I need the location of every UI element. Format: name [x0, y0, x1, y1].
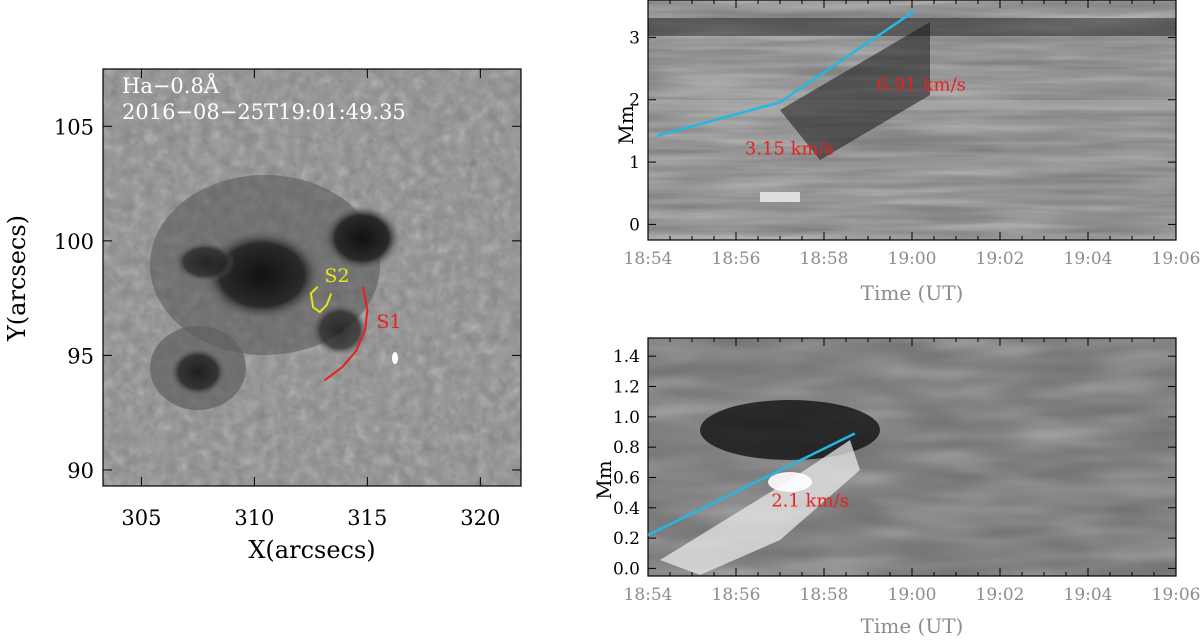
td1-x-tick-label: 19:00 [888, 249, 937, 269]
td2-y-tick-label: 1.2 [613, 378, 640, 398]
image-label-time: 2016−08−25T19:01:49.35 [122, 100, 406, 124]
td1-x-tick-label: 19:02 [976, 249, 1025, 269]
td2-y-tick-label: 0.2 [613, 529, 640, 549]
image-x-axis-label: X(arcsecs) [248, 536, 375, 564]
td1-x-tick-label: 18:56 [712, 249, 761, 269]
td1-map [648, 0, 1176, 240]
td2-y-tick-label: 1.4 [613, 347, 640, 367]
td2-x-tick-label: 18:54 [624, 585, 673, 605]
td2-map [648, 338, 1176, 576]
trace-s1 [323, 286, 369, 382]
td2-axis-ticks: 18:54 18:56 18:58 19:00 19:02 19:04 19:06 0.0 0.… [613, 338, 1200, 605]
td1-x-axis-label: Time (UT) [861, 281, 964, 305]
td2-y-tick-label: 0.8 [613, 438, 640, 458]
image-y-tick-label: 100 [54, 230, 94, 254]
td1-fit-lines: 3.15 km/s 6.91 km/s [656, 10, 966, 160]
td1-y-tick-label: 3 [629, 28, 640, 48]
td1-fit-line [779, 10, 915, 104]
td2-x-tick-label: 19:00 [888, 585, 937, 605]
image-x-tick-label: 310 [234, 506, 274, 530]
image-x-tick-label: 305 [121, 506, 161, 530]
image-label-filter: Ha−0.8Å [122, 73, 220, 98]
td2-fit-lines: 2.1 km/s [647, 432, 856, 537]
image-y-tick-label: 90 [67, 459, 94, 483]
image-axis-ticks: 305 310 315 320 90 95 100 105 [54, 69, 521, 530]
td1-x-tick-label: 19:06 [1152, 249, 1200, 269]
td2-x-tick-label: 18:58 [800, 585, 849, 605]
annotation-s2: S2 [324, 265, 349, 287]
td1-speed-label: 6.91 km/s [877, 74, 966, 95]
td1-y-tick-label: 0 [629, 215, 640, 235]
trace-s2 [309, 285, 333, 314]
td1-fit-line [656, 101, 781, 138]
td2-x-axis-label: Time (UT) [861, 614, 964, 638]
image-panel: 305 310 315 320 90 95 100 105 S2 S1 Ha−0.8Å 2016… [3, 68, 522, 564]
annotation-s1: S1 [376, 311, 401, 333]
time-distance-panel-2: 18:54 18:56 18:58 19:00 19:02 19:04 19:06 0.0 0.… [592, 337, 1200, 638]
td1-x-tick-label: 19:04 [1064, 249, 1113, 269]
image-x-tick-label: 320 [460, 506, 500, 530]
td2-x-tick-label: 19:06 [1152, 585, 1200, 605]
time-distance-panel-1: 18:54 18:56 18:58 19:00 19:02 19:04 19:060123 … [614, 0, 1200, 305]
td1-axis-ticks: 18:54 18:56 18:58 19:00 19:02 19:04 19:06 0 1 2 3 [624, 0, 1200, 269]
td2-x-tick-label: 18:56 [712, 585, 761, 605]
td2-fit-line [647, 432, 856, 537]
image-traces: S2 S1 [309, 265, 402, 382]
image-y-axis-label: Y(arcsecs) [3, 215, 31, 342]
td2-x-tick-label: 19:04 [1064, 585, 1113, 605]
td2-y-axis-label: Mm [592, 460, 616, 499]
image-y-tick-label: 95 [67, 344, 94, 368]
td1-x-tick-label: 18:54 [624, 249, 673, 269]
td1-y-tick-label: 1 [629, 153, 640, 173]
td2-x-tick-label: 19:02 [976, 585, 1025, 605]
td2-y-tick-label: 0.4 [613, 499, 640, 519]
td2-y-tick-label: 1.0 [613, 408, 640, 428]
td2-speed-label: 2.1 km/s [771, 490, 849, 511]
image-y-tick-label: 105 [54, 115, 94, 139]
td2-y-tick-label: 0.6 [613, 468, 640, 488]
td1-y-tick-label: 2 [629, 91, 640, 111]
solar-image [103, 69, 521, 486]
td1-speed-label: 3.15 km/s [745, 139, 834, 160]
td1-y-axis-label: Mm [614, 105, 638, 144]
td1-x-tick-label: 18:58 [800, 249, 849, 269]
image-x-tick-label: 315 [347, 506, 387, 530]
td2-y-tick-label: 0.0 [613, 559, 640, 579]
